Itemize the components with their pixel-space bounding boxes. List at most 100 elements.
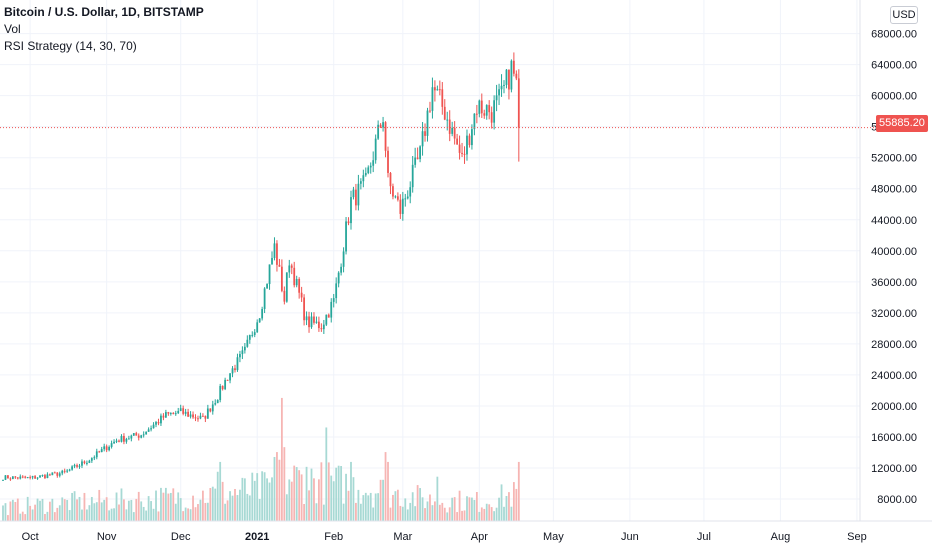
candle-body <box>211 404 214 412</box>
candle-body <box>39 475 41 478</box>
volume-bar <box>263 472 266 521</box>
candle-body <box>396 196 399 200</box>
candle-body <box>152 424 155 429</box>
candle-body <box>414 157 417 165</box>
volume-bar <box>340 466 343 521</box>
volume-bar <box>172 488 175 521</box>
y-tick-label: 28000.00 <box>871 339 917 351</box>
candle-body <box>231 368 234 374</box>
candle-body <box>382 122 384 128</box>
candle-body <box>451 127 454 134</box>
volume-bar <box>93 503 96 521</box>
volume-bar <box>271 477 273 521</box>
candle-body <box>495 95 498 101</box>
candle-body <box>345 221 347 252</box>
volume-bar <box>471 497 473 521</box>
candle-body <box>172 413 175 415</box>
volume-bar <box>7 515 9 521</box>
volume-indicator-label[interactable]: Vol <box>4 22 21 36</box>
volume-bar <box>140 501 143 521</box>
volume-bar <box>68 510 71 521</box>
candle-body <box>31 476 34 478</box>
candle-body <box>130 435 133 439</box>
volume-bar <box>495 507 498 521</box>
volume-bar <box>337 465 340 521</box>
candle-body <box>278 264 281 267</box>
candle-body <box>98 451 101 453</box>
candle-body <box>164 412 167 418</box>
candle-body <box>145 431 148 435</box>
candle-body <box>123 435 125 442</box>
volume-bar <box>147 496 150 521</box>
candle-body <box>434 87 436 91</box>
candle-body <box>263 288 266 309</box>
candle-body <box>276 243 278 265</box>
candle-body <box>273 243 276 258</box>
candle-body <box>95 451 98 458</box>
candle-body <box>431 87 434 111</box>
volume-bar <box>443 507 446 521</box>
candle-body <box>83 461 86 464</box>
volume-bar <box>256 473 259 521</box>
candle-body <box>377 124 380 139</box>
candle-body <box>335 283 338 299</box>
y-tick-label: 36000.00 <box>871 277 917 289</box>
price-axis[interactable]: 68000.0064000.0060000.0056000.0052000.00… <box>871 29 917 506</box>
volume-bar <box>103 499 106 521</box>
candle-body <box>51 472 54 476</box>
y-tick-label: 32000.00 <box>871 308 917 320</box>
volume-bar <box>406 509 409 521</box>
candle-body <box>352 189 355 198</box>
symbol-title[interactable]: Bitcoin / U.S. Dollar, 1D, BITSTAMP <box>4 5 204 19</box>
volume-bar <box>480 507 483 521</box>
volume-bar <box>34 504 36 521</box>
volume-bar <box>204 502 207 521</box>
candle-body <box>515 73 518 79</box>
candle-body <box>147 429 150 432</box>
candle-body <box>56 472 59 476</box>
volume-bar <box>508 492 510 521</box>
volume-bar <box>71 492 74 521</box>
rsi-strategy-label[interactable]: RSI Strategy (14, 30, 70) <box>4 39 137 53</box>
candle-body <box>392 186 394 197</box>
candle-body <box>14 476 17 478</box>
volume-bar <box>500 484 503 521</box>
candle-body <box>493 100 496 123</box>
candle-body <box>283 290 286 302</box>
volume-bar <box>182 511 185 521</box>
candle-body <box>9 478 12 480</box>
time-axis[interactable]: Oct Nov Dec 2021 Feb Mar Apr May Jun Jul Aug Sep <box>22 531 867 543</box>
candle-body <box>73 465 76 467</box>
candle-body <box>372 160 375 166</box>
candle-body <box>330 301 333 318</box>
volume-bar <box>456 512 459 521</box>
candle-body <box>266 284 268 289</box>
volume-bar <box>303 503 305 521</box>
volume-bar <box>510 506 513 521</box>
volume-bar <box>308 490 310 521</box>
volume-bar <box>293 465 296 521</box>
candle-body <box>379 124 382 128</box>
candle-body <box>127 438 130 440</box>
candle-body <box>424 131 426 136</box>
volume-bar <box>21 511 24 521</box>
volume-bar <box>347 490 350 521</box>
candle-body <box>411 164 414 188</box>
last-price-tag: 55885.20 <box>876 115 928 132</box>
volume-bar <box>157 511 160 521</box>
x-tick-label: Nov <box>97 531 117 543</box>
candle-body <box>409 187 412 197</box>
volume-bar <box>424 508 426 521</box>
candle-body <box>473 113 476 130</box>
currency-button[interactable]: USD <box>890 6 918 24</box>
volume-bar <box>118 504 120 521</box>
volume-bar <box>372 507 375 521</box>
volume-bar <box>310 468 313 521</box>
volume-bar <box>152 508 155 521</box>
volume-bar <box>11 499 14 521</box>
volume-bar <box>298 470 301 521</box>
candle-body <box>248 334 251 340</box>
volume-bar <box>285 494 288 521</box>
volume-bar <box>345 473 347 521</box>
